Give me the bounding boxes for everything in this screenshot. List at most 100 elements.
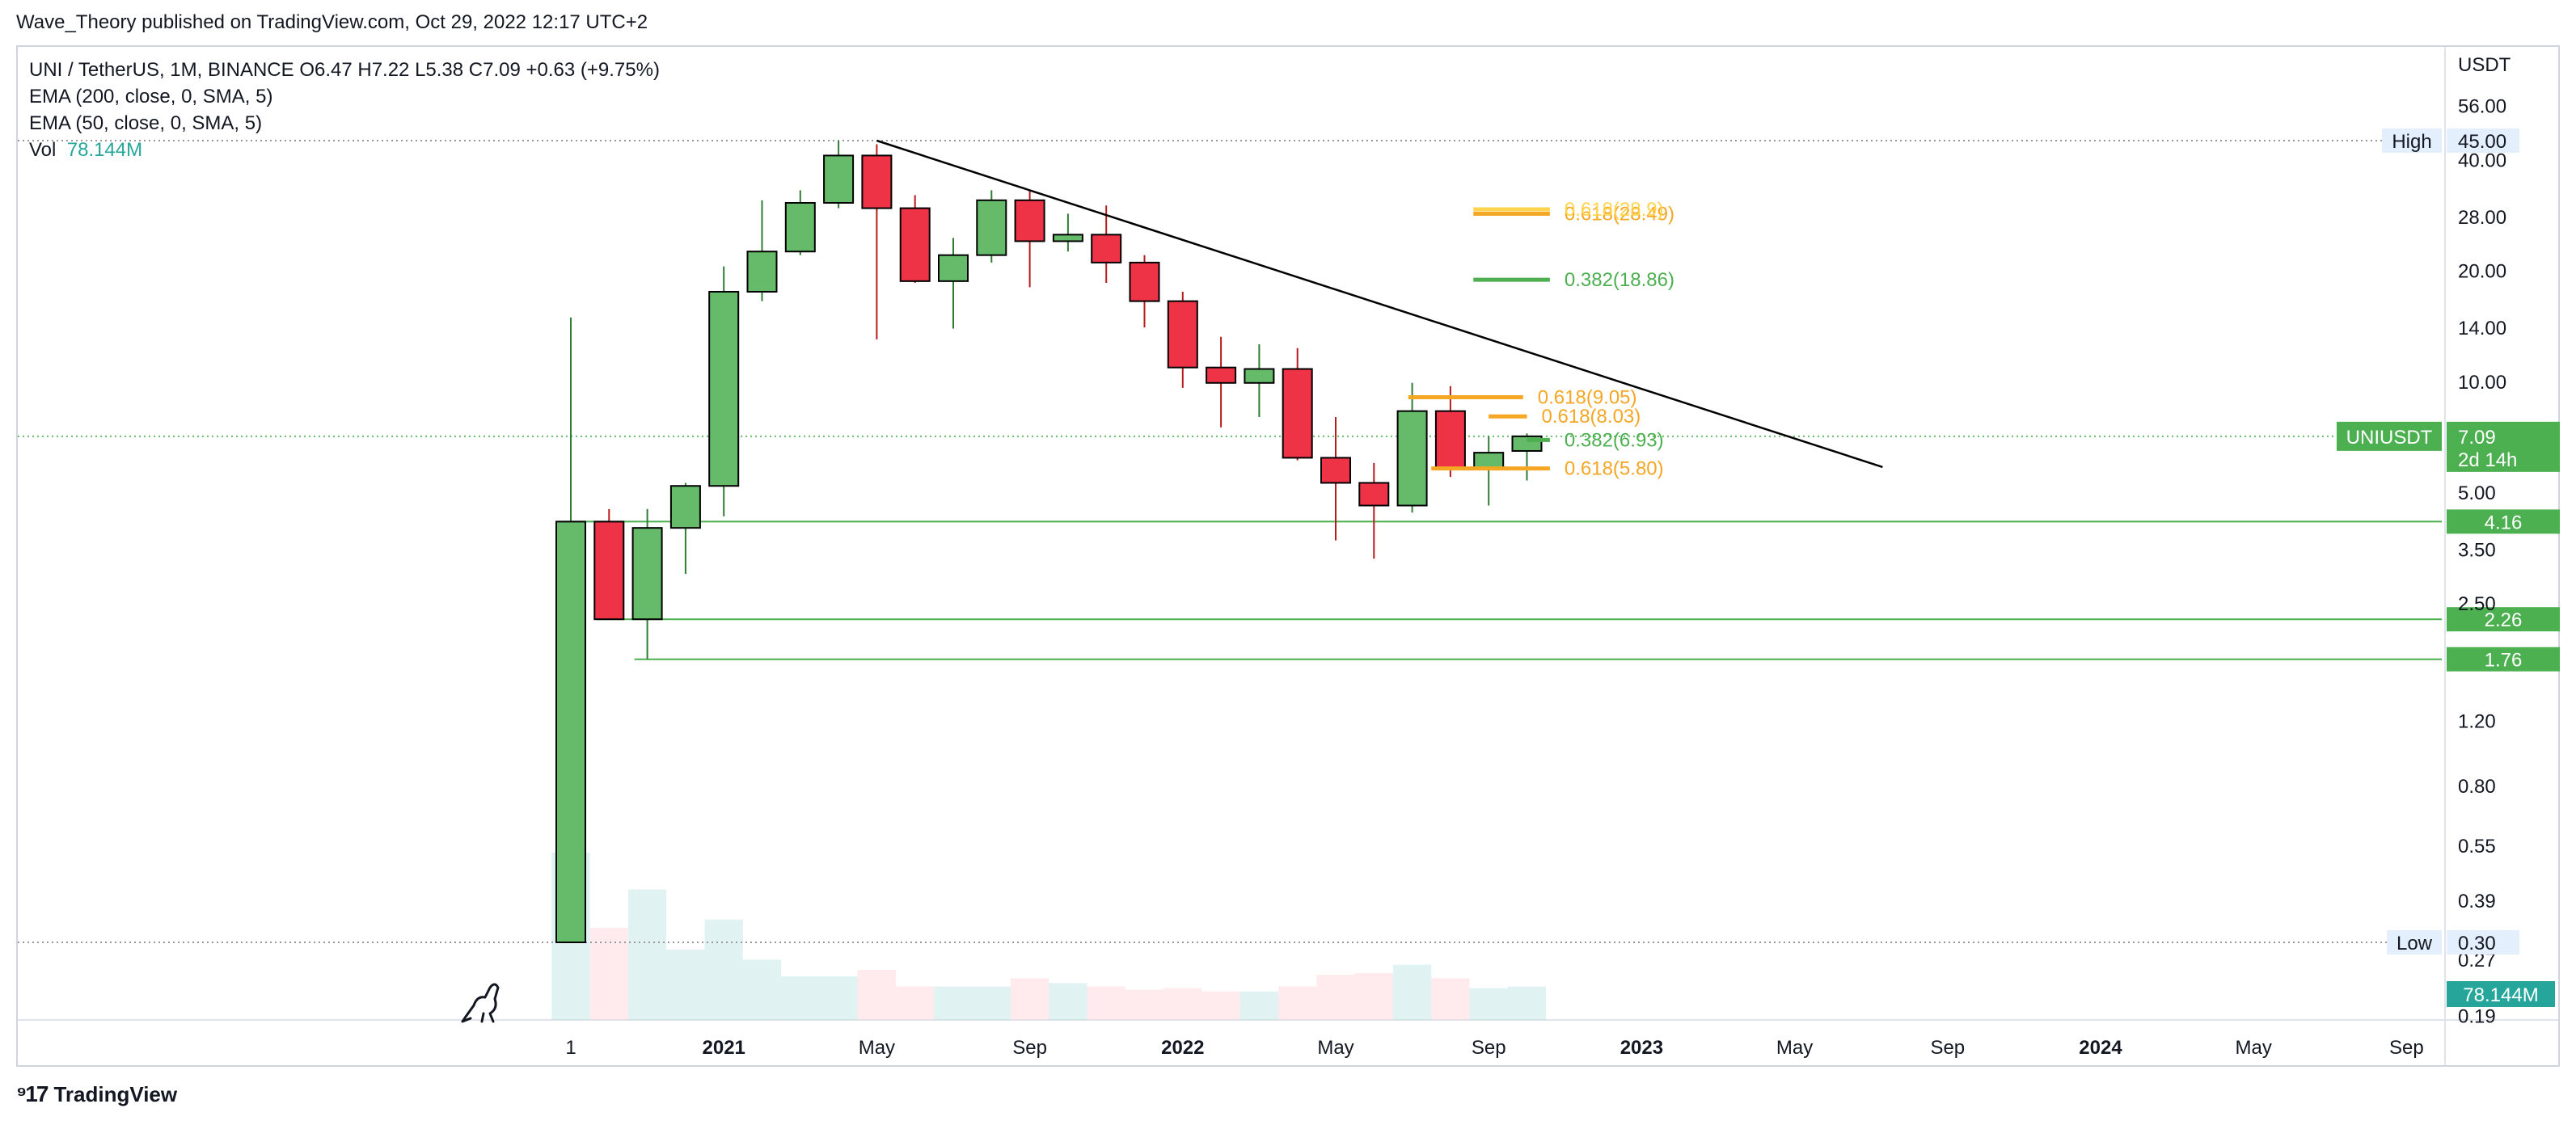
price-axis-tick: 0.19: [2458, 1005, 2496, 1027]
price-axis-tick: 28.00: [2458, 207, 2506, 229]
chart-legend: UNI / TetherUS, 1M, BINANCE O6.47 H7.22 …: [29, 57, 660, 163]
price-axis-tick: 56.00: [2458, 96, 2506, 118]
candle-body: [1052, 234, 1083, 242]
candle-body: [1014, 199, 1045, 242]
price-axis-tick: 3.50: [2458, 540, 2496, 562]
volume-bar: [1087, 986, 1125, 1020]
time-axis-tick: May: [1317, 1037, 1353, 1059]
candle-body: [976, 199, 1007, 256]
candle-body: [555, 520, 586, 943]
time-axis-tick: Sep: [1930, 1037, 1965, 1059]
volume-bar: [1507, 986, 1547, 1020]
support-price-label: 2.26: [2485, 609, 2523, 631]
fib-level-label: 0.618(28.9): [1565, 199, 1664, 221]
volume-value: 78.144M: [66, 139, 143, 161]
price-axis-tick: 20.00: [2458, 261, 2506, 283]
volume-bar: [1010, 978, 1049, 1020]
candle-body: [1473, 452, 1505, 470]
volume-bar: [1049, 983, 1087, 1020]
fib-level-label: 0.618(28.49): [1565, 203, 1674, 225]
fib-level-label: 0.618(8.03): [1542, 406, 1641, 428]
fib-level-label: 0.618(9.05): [1538, 387, 1637, 409]
candle-body: [1091, 234, 1122, 263]
candle-body: [823, 154, 855, 204]
support-price-tag: [2447, 647, 2560, 672]
candle-body: [746, 251, 778, 293]
dinosaur-icon[interactable]: [461, 983, 500, 1023]
time-axis-tick: May: [2236, 1037, 2272, 1059]
candle-body: [938, 254, 969, 282]
high-price-label: 45.00: [2458, 131, 2506, 153]
time-axis-tick: Sep: [2389, 1037, 2424, 1059]
candle-body: [1320, 457, 1351, 484]
candle-body: [1129, 261, 1160, 302]
symbol-tag-label: UNIUSDT: [2346, 427, 2433, 449]
price-axis-tick: 1.20: [2458, 711, 2496, 733]
time-axis-tick: 2022: [1161, 1037, 1204, 1059]
volume-bar: [819, 976, 858, 1020]
chart-frame: [16, 45, 2560, 1067]
candle-body: [593, 520, 625, 621]
last-price-label: 7.09: [2458, 427, 2496, 449]
volume-bar: [704, 919, 743, 1020]
candle-body: [708, 290, 740, 487]
ema-200-indicator[interactable]: EMA (200, close, 0, SMA, 5): [29, 86, 273, 107]
volume-bar: [1354, 973, 1393, 1020]
support-price-label: 4.16: [2485, 512, 2523, 533]
volume-bar: [666, 950, 705, 1020]
volume-bar: [742, 959, 782, 1020]
price-axis-tick: 2.50: [2458, 593, 2496, 615]
fib-level-label: 0.382(6.93): [1565, 429, 1664, 451]
price-axis-tick: 40.00: [2458, 150, 2506, 171]
volume-bar: [1431, 978, 1470, 1020]
volume-price-tag: [2447, 981, 2555, 1007]
tradingview-logo-icon: ⁹17: [16, 1081, 49, 1106]
price-axis-currency: USDT: [2458, 54, 2511, 76]
candle-body: [669, 485, 701, 529]
support-price-tag: [2447, 509, 2560, 534]
candle-body: [631, 527, 663, 621]
time-axis-tick: May: [859, 1037, 895, 1059]
time-axis-tick: Sep: [1472, 1037, 1506, 1059]
time-axis-tick: 2023: [1620, 1037, 1663, 1059]
price-axis-tick: 0.80: [2458, 776, 2496, 798]
volume-bar: [896, 986, 935, 1020]
volume-bar: [781, 976, 820, 1020]
brand-name: TradingView: [53, 1081, 178, 1106]
volume-bar: [1316, 975, 1355, 1020]
volume-bar: [1278, 986, 1317, 1020]
last-price-tag: [2447, 421, 2560, 472]
volume-bar: [589, 928, 628, 1020]
trendline: [876, 139, 1883, 469]
footer-brand[interactable]: ⁹17 TradingView: [16, 1081, 177, 1107]
volume-bar: [1392, 964, 1432, 1020]
high-marker-label: High: [2392, 131, 2431, 153]
candle-body: [1167, 300, 1198, 369]
price-axis-tick: 5.00: [2458, 482, 2496, 504]
candle-body: [1434, 410, 1466, 470]
candle-body: [899, 207, 931, 282]
high-price-tag: [2447, 129, 2519, 153]
low-marker-label: Low: [2397, 933, 2433, 954]
time-axis-tick: Sep: [1012, 1037, 1047, 1059]
candle-body: [1244, 368, 1275, 384]
support-price-tag: [2447, 607, 2560, 632]
volume-price-label: 78.144M: [2463, 984, 2538, 1006]
price-axis-tick: 0.55: [2458, 836, 2496, 857]
volume-bar: [1163, 988, 1202, 1020]
low-price-tag: [2447, 930, 2519, 954]
publish-header: Wave_Theory published on TradingView.com…: [16, 11, 648, 33]
volume-bar: [1125, 989, 1164, 1020]
high-marker-tag: [2382, 129, 2442, 153]
candle-body: [861, 154, 893, 209]
ema-50-indicator[interactable]: EMA (50, close, 0, SMA, 5): [29, 112, 263, 134]
candle-body: [1206, 366, 1237, 384]
candle-body: [1282, 368, 1313, 459]
volume-indicator[interactable]: Vol 78.144M: [29, 137, 660, 163]
volume-bar: [1469, 988, 1508, 1020]
volume-bar: [1239, 991, 1279, 1020]
volume-bar: [627, 889, 667, 1020]
candle-body: [784, 202, 816, 253]
symbol-info[interactable]: UNI / TetherUS, 1M, BINANCE O6.47 H7.22 …: [29, 59, 660, 81]
